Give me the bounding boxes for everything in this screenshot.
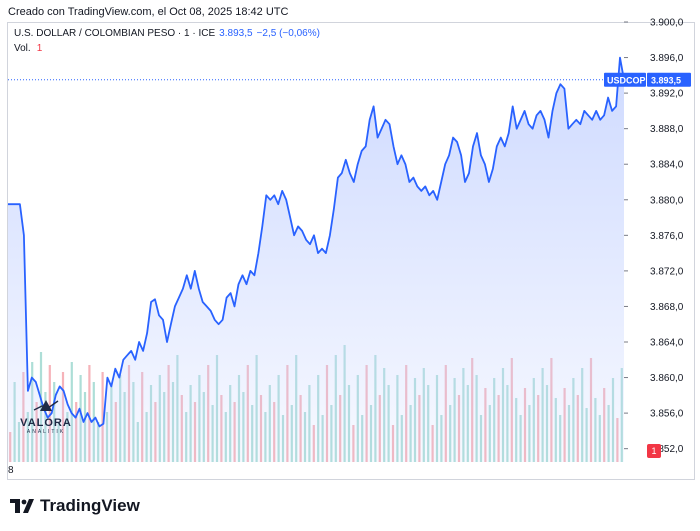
y-tick-label: 3.884,0 (650, 160, 684, 171)
y-tick-label: 3.892,0 (650, 89, 684, 100)
y-tick-label: 3.852,0 (650, 444, 684, 455)
symbol-legend: U.S. DOLLAR / COLOMBIAN PESO · 1 · ICE 3.… (14, 28, 320, 39)
price-axis: 3.852,0 3.856,0 3.860,0 3.864,0 3.868,0 3.872… (624, 18, 684, 455)
y-tick-label: 3.856,0 (650, 409, 684, 420)
y-tick-label: 3.900,0 (650, 18, 684, 29)
symbol-name: U.S. DOLLAR / COLOMBIAN PESO · 1 · ICE (14, 28, 216, 39)
y-tick-label: 3.896,0 (650, 53, 684, 64)
y-tick-label: 3.888,0 (650, 124, 684, 135)
chart-frame (7, 22, 695, 480)
volume-legend: Vol. 1 (14, 43, 42, 54)
volume-bar (101, 372, 104, 462)
price-tag (647, 72, 691, 87)
volume-value: 1 (36, 43, 43, 54)
valora-mark-icon (33, 400, 59, 411)
price-tag-label: 3.893,5 (651, 75, 681, 85)
y-tick-label: 3.876,0 (650, 231, 684, 242)
valora-watermark: VALORA ANALITIK (16, 398, 76, 435)
watermark-word: VALORA (20, 417, 72, 429)
y-tick-label: 3.872,0 (650, 266, 684, 277)
price-area (8, 56, 625, 462)
volume-bar (88, 365, 91, 462)
volume-bar (48, 365, 51, 462)
chart-created-note: Creado con TradingView.com, el Oct 08, 2… (8, 6, 289, 18)
price-area-fill (8, 57, 624, 462)
y-tick-label: 3.880,0 (650, 195, 684, 206)
footer-brand[interactable]: TradingView (10, 496, 140, 516)
tradingview-wordmark: TradingView (40, 496, 140, 515)
watermark-sub: ANALITIK (26, 429, 66, 435)
tradingview-logo-icon (10, 497, 34, 515)
ticker-tag (604, 72, 646, 87)
volume-label: Vol. (14, 43, 31, 54)
volume-badge: 1 (647, 444, 661, 458)
y-tick-label: 3.864,0 (650, 338, 684, 349)
y-tick-label: 3.860,0 (650, 373, 684, 384)
legend-change: −2,5 (−0,06%) (256, 28, 320, 39)
price-line[interactable] (8, 56, 625, 428)
y-tick-label: 3.868,0 (650, 302, 684, 313)
last-price-tag: USDCOP 3.893,5 (604, 72, 691, 87)
ticker-tag-label: USDCOP (607, 75, 646, 85)
time-axis-label: 8 (8, 465, 14, 476)
legend-price: 3.893,5 (219, 28, 253, 39)
